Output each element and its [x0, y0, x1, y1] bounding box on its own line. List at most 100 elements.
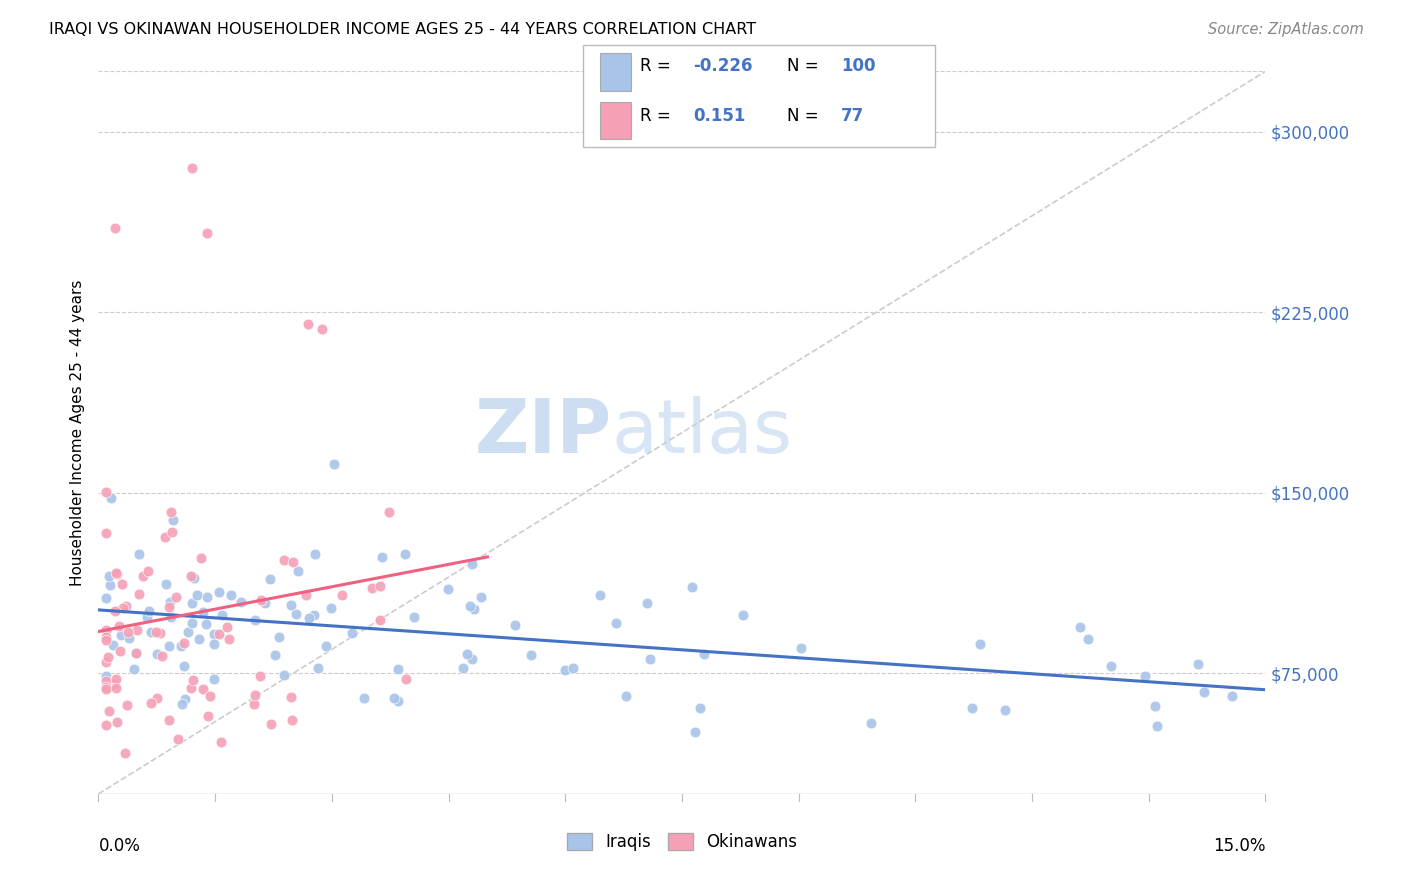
Point — [96, 718, 118, 732]
Point — [96, 631, 118, 645]
Point — [561, 661, 583, 675]
Point — [98, 569, 121, 583]
Point — [280, 690, 302, 704]
Point — [96, 669, 118, 683]
Point — [209, 735, 232, 749]
Point — [1192, 685, 1215, 699]
Point — [1077, 632, 1099, 647]
Text: Source: ZipAtlas.com: Source: ZipAtlas.com — [1208, 22, 1364, 37]
Point — [100, 491, 122, 505]
Point — [170, 697, 193, 711]
Point — [219, 588, 242, 602]
Point — [96, 623, 118, 637]
Y-axis label: Householder Income Ages 25 - 44 years: Householder Income Ages 25 - 44 years — [70, 279, 86, 586]
Point — [115, 599, 138, 614]
Point — [128, 547, 150, 561]
Point — [97, 704, 120, 718]
Point — [404, 610, 426, 624]
Point — [181, 161, 204, 175]
Point — [395, 673, 418, 687]
Point — [139, 696, 162, 710]
Point — [217, 620, 239, 634]
Point — [689, 701, 711, 715]
Point — [287, 564, 309, 578]
Point — [150, 649, 173, 664]
Point — [243, 688, 266, 702]
Legend: Iraqis, Okinawans: Iraqis, Okinawans — [560, 826, 804, 858]
Point — [125, 623, 148, 637]
Point — [162, 525, 184, 540]
Point — [122, 662, 145, 676]
Point — [96, 680, 118, 694]
Point — [281, 714, 304, 728]
Point — [323, 457, 346, 471]
Point — [181, 596, 204, 610]
Point — [394, 547, 416, 561]
Point — [304, 607, 326, 622]
Point — [273, 553, 295, 567]
Point — [128, 587, 150, 601]
Point — [132, 569, 155, 583]
Point — [104, 681, 127, 695]
Point — [304, 547, 326, 561]
Point — [693, 647, 716, 661]
Point — [503, 617, 526, 632]
Point — [436, 582, 458, 596]
Point — [340, 626, 363, 640]
Text: 0.0%: 0.0% — [98, 838, 141, 855]
Point — [125, 646, 148, 660]
Point — [111, 600, 134, 615]
Point — [181, 615, 204, 630]
Point — [790, 641, 813, 656]
Point — [1220, 689, 1243, 703]
Point — [589, 588, 612, 602]
Point — [195, 226, 218, 240]
Text: R =: R = — [640, 107, 681, 126]
Point — [98, 578, 121, 592]
Point — [1099, 658, 1122, 673]
Point — [208, 585, 231, 599]
Point — [110, 643, 132, 657]
Point — [259, 572, 281, 586]
Point — [297, 318, 319, 332]
Point — [107, 619, 129, 633]
Point — [191, 681, 214, 696]
Point — [195, 590, 218, 604]
Point — [387, 662, 409, 676]
Point — [1187, 657, 1209, 671]
Point — [177, 625, 200, 640]
Point — [104, 672, 127, 686]
Point — [117, 624, 139, 639]
Point — [451, 661, 474, 675]
Point — [160, 610, 183, 624]
Point — [1133, 669, 1156, 683]
Point — [1069, 620, 1091, 634]
Point — [378, 505, 401, 519]
Point — [311, 322, 333, 336]
Point — [960, 701, 983, 715]
Point — [105, 566, 128, 580]
Point — [153, 530, 176, 544]
Point — [96, 591, 118, 605]
Point — [267, 631, 290, 645]
Point — [193, 606, 215, 620]
Point — [280, 598, 302, 612]
Point — [149, 625, 172, 640]
Point — [180, 568, 202, 582]
Point — [1143, 698, 1166, 713]
Point — [273, 667, 295, 681]
Point — [188, 632, 211, 646]
Text: ZIP: ZIP — [475, 396, 612, 469]
Point — [103, 638, 125, 652]
Point — [111, 576, 134, 591]
Point — [202, 672, 225, 686]
Point — [249, 669, 271, 683]
Point — [361, 581, 384, 595]
Point — [456, 647, 478, 661]
Point — [463, 601, 485, 615]
Point — [96, 633, 118, 648]
Point — [295, 588, 318, 602]
Point — [231, 595, 253, 609]
Text: 100: 100 — [841, 57, 876, 75]
Point — [315, 639, 337, 653]
